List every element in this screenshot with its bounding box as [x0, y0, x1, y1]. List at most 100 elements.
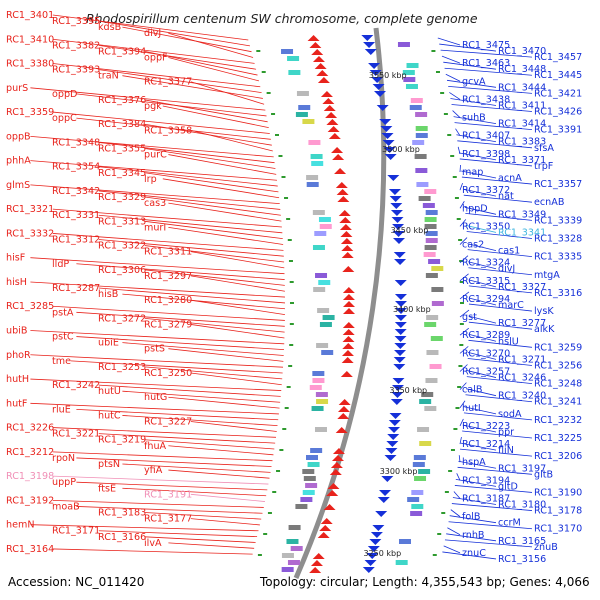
left-gene-label: RC1_3183 [98, 508, 146, 519]
connector-line [444, 539, 533, 548]
gc-tick [263, 533, 268, 535]
left-gene-label: RC1_3313 [98, 216, 146, 227]
cog-category-block [419, 399, 432, 404]
connector-line [449, 515, 497, 524]
gc-tick [282, 428, 287, 430]
connector-line [450, 509, 461, 517]
right-gene-label: RC1_3259 [534, 342, 582, 353]
cog-category-block [313, 287, 326, 292]
cog-category-block [295, 504, 308, 509]
left-gene-label: murI [144, 222, 166, 233]
connector-line [443, 61, 497, 70]
connector-line [168, 542, 255, 549]
left-gene-label: RC1_3242 [52, 380, 100, 391]
gc-tick [431, 50, 436, 52]
gc-tick [256, 50, 261, 52]
connector-line [450, 98, 497, 106]
cog-category-block [296, 91, 309, 96]
right-gene-label: RC1_3223 [462, 421, 510, 432]
connector-line [98, 166, 278, 187]
cog-category-block [308, 140, 321, 145]
connector-line [30, 402, 279, 415]
gc-tick [288, 260, 293, 262]
right-gene-label: RC1_3246 [498, 373, 546, 384]
right-gene-label: acnA [498, 173, 522, 184]
cog-category-block [431, 266, 444, 271]
right-gene-label: RC1_3457 [534, 52, 582, 63]
reverse-gene-arrow [368, 63, 381, 69]
reverse-gene-arrow [390, 210, 403, 216]
reverse-gene-arrow [388, 189, 401, 195]
right-gene-label: RC1_3383 [498, 137, 546, 148]
accession-text: Accession: NC_011420 [8, 575, 144, 589]
reverse-gene-arrow [394, 315, 407, 321]
cog-category-block [402, 70, 415, 75]
left-gene-label: oppC [52, 113, 77, 124]
connector-line [98, 20, 250, 47]
left-gene-label: RC1_3342 [52, 186, 100, 197]
connector-line [98, 287, 286, 304]
right-gene-label: hspA [462, 457, 486, 468]
left-gene-label: hutU [98, 386, 121, 397]
right-gene-label: RC1_3197 [498, 463, 546, 474]
gc-tick [450, 155, 455, 157]
gc-tick [289, 323, 294, 325]
connector-line [468, 315, 497, 324]
left-gene-label: traN [98, 71, 119, 82]
connector-line [461, 170, 497, 179]
left-gene-label: RC1_3393 [52, 65, 100, 76]
connector-line [457, 466, 533, 475]
connector-line [440, 49, 533, 58]
connector-line [459, 448, 533, 457]
cog-category-block [319, 224, 332, 229]
right-gene-label: RC1_3240 [498, 391, 546, 402]
right-gene-label: RC1_3289 [462, 330, 510, 341]
reverse-gene-arrow [379, 490, 392, 496]
reverse-gene-arrow [388, 427, 401, 433]
cog-category-block [397, 42, 410, 47]
left-gene-label: RC1_3285 [6, 301, 54, 312]
cog-category-block [311, 161, 324, 166]
left-gene-label: pgk [144, 101, 162, 112]
connector-line [30, 160, 278, 181]
reverse-gene-arrow [384, 154, 397, 160]
connector-line [168, 154, 277, 175]
cog-category-block [426, 315, 439, 320]
forward-gene-arrow [342, 308, 355, 314]
forward-gene-arrow [312, 553, 325, 559]
right-gene-label: RC1_3349 [498, 209, 546, 220]
left-gene-label: RC1_3355 [98, 143, 146, 154]
cog-category-block [312, 245, 325, 250]
reverse-gene-arrow [369, 539, 382, 545]
reverse-gene-arrow [393, 252, 406, 258]
left-gene-label: RC1_3329 [98, 192, 146, 203]
connector-line [98, 384, 281, 397]
right-gene-label: RC1_3190 [534, 487, 582, 498]
reverse-gene-arrow [371, 77, 384, 83]
connector-line [467, 358, 533, 366]
cog-category-block [417, 427, 430, 432]
connector-line [459, 201, 465, 209]
right-gene-label: RC1_3277 [498, 318, 546, 329]
cog-category-block [314, 231, 327, 236]
left-gene-label: RC1_3359 [6, 107, 54, 118]
right-gene-label: RC1_3328 [534, 233, 582, 244]
cog-category-block [290, 546, 303, 551]
forward-gene-arrow [335, 427, 348, 433]
forward-gene-arrow [314, 63, 327, 69]
forward-gene-arrow [312, 56, 325, 62]
left-gene-label: RC1_3272 [98, 313, 146, 324]
forward-gene-arrow [326, 119, 339, 125]
reverse-gene-arrow [391, 385, 404, 391]
forward-gene-arrow [338, 399, 351, 405]
cog-category-block [426, 350, 439, 355]
gc-tick [437, 533, 442, 535]
gc-tick [288, 365, 293, 367]
connector-line [448, 521, 533, 530]
connector-line [441, 55, 461, 64]
reverse-gene-arrow [389, 196, 402, 202]
connector-line [454, 485, 533, 493]
left-gene-label: lrp [144, 174, 157, 185]
